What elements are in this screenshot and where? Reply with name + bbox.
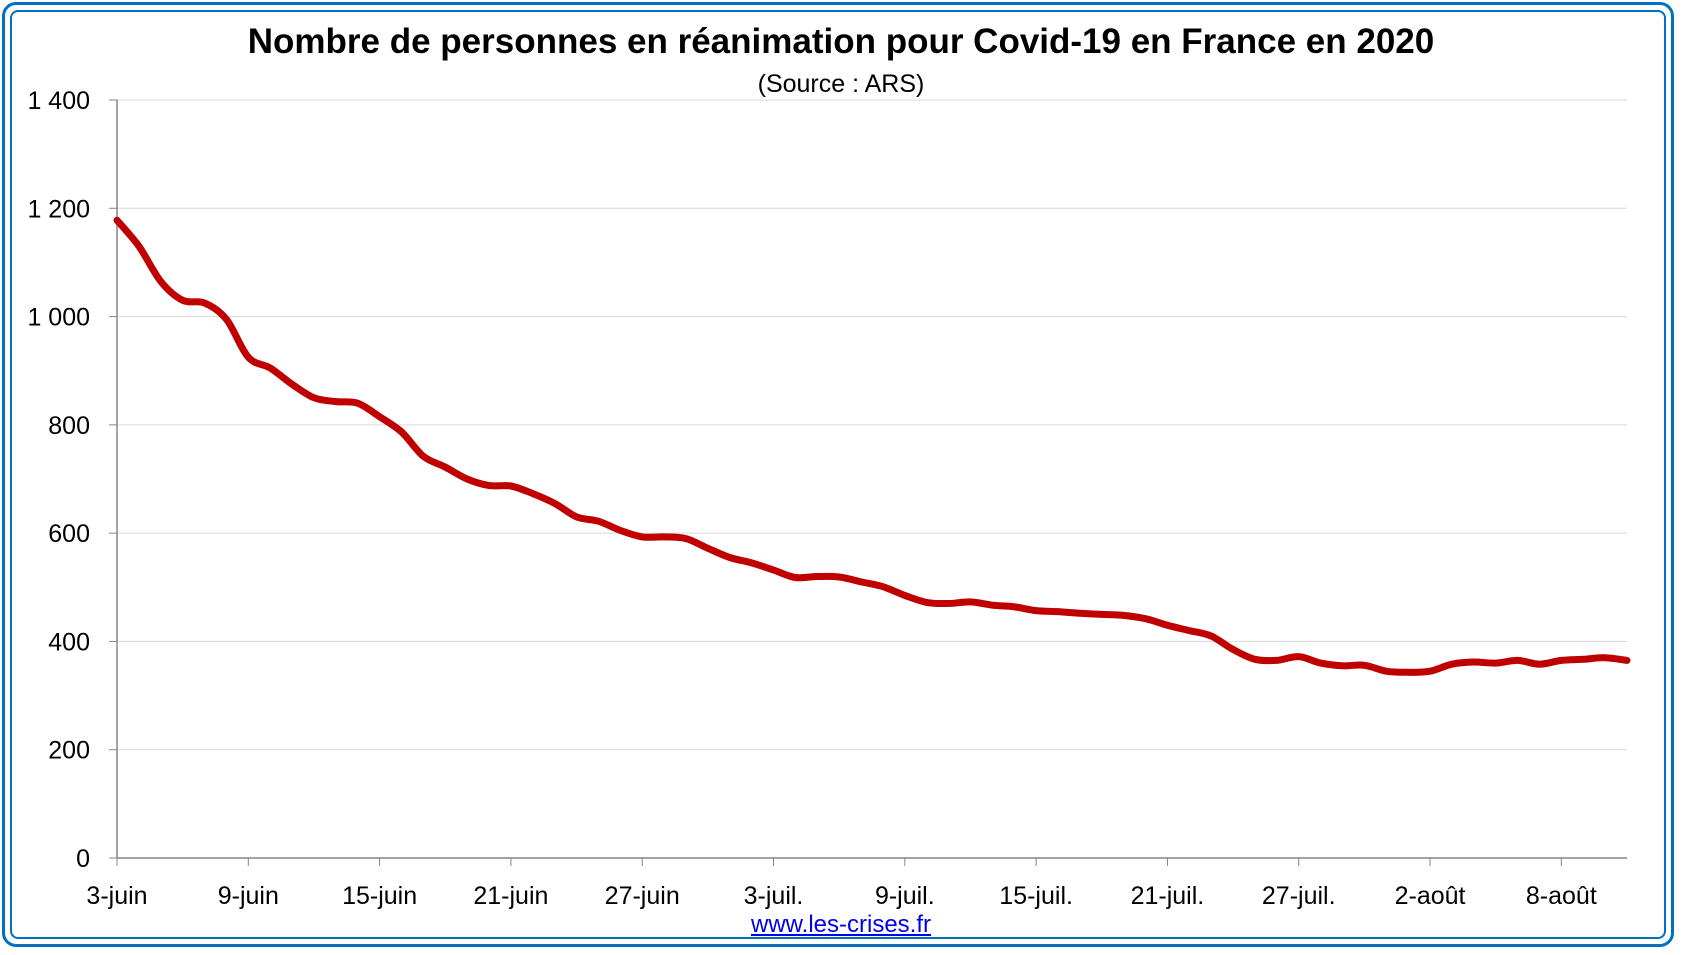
y-tick-label: 1 400: [27, 87, 90, 115]
x-tick-label: 2-août: [1395, 882, 1466, 910]
inner-frame: [10, 10, 1666, 939]
y-tick-label: 200: [48, 737, 90, 765]
x-tick-label: 21-juin: [473, 882, 548, 910]
source-link[interactable]: www.les-crises.fr: [750, 911, 931, 938]
chart-title: Nombre de personnes en réanimation pour …: [247, 22, 1435, 61]
x-tick-label: 3-juil.: [744, 882, 804, 910]
y-tick-label: 1 200: [27, 195, 90, 223]
y-tick-label: 0: [76, 845, 90, 873]
series-line: [113, 216, 1631, 676]
x-tick-label: 15-juil.: [999, 882, 1073, 910]
y-tick-label: 600: [48, 520, 90, 548]
y-tick-label: 800: [48, 412, 90, 440]
x-tick-label: 27-juin: [605, 882, 680, 910]
x-tick-label: 3-juin: [86, 882, 147, 910]
chart-subtitle: (Source : ARS): [757, 70, 925, 98]
y-tick-label: 400: [48, 628, 90, 656]
x-tick-label: 27-juil.: [1262, 882, 1336, 910]
y-tick-label: 1 000: [27, 304, 90, 332]
x-tick-label: 15-juin: [342, 882, 417, 910]
x-tick-label: 8-août: [1526, 882, 1597, 910]
x-tick-label: 9-juin: [218, 882, 279, 910]
x-tick-label: 9-juil.: [875, 882, 935, 910]
x-tick-label: 21-juil.: [1131, 882, 1205, 910]
